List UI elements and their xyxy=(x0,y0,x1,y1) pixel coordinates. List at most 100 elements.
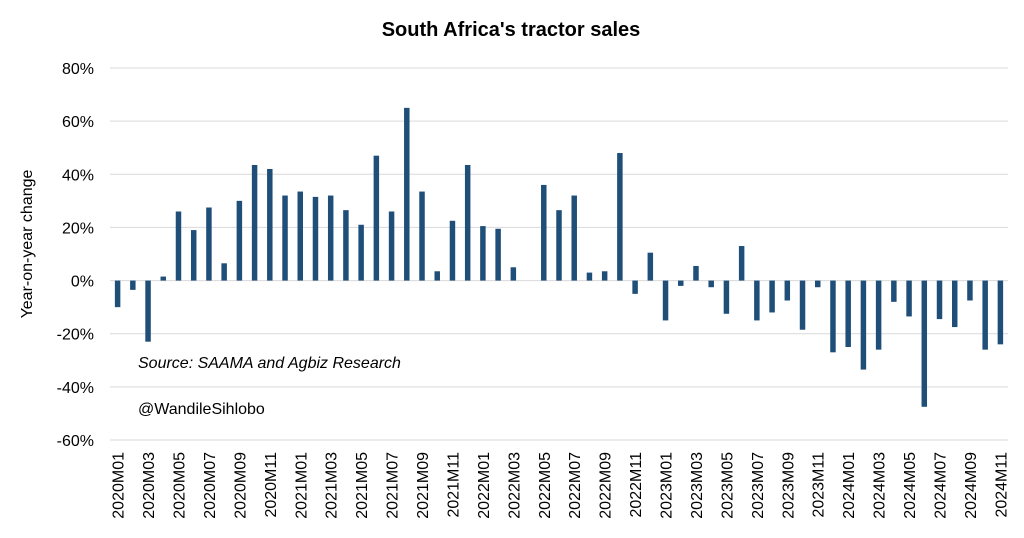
bar-2023M04 xyxy=(708,280,714,288)
x-tick-label: 2024M01 xyxy=(841,452,858,519)
bar-2021M10 xyxy=(434,271,440,281)
x-tick-label: 2020M11 xyxy=(263,452,280,518)
y-axis-label: Year-on-year change xyxy=(19,169,36,318)
x-tick-label: 2023M05 xyxy=(719,452,736,519)
bar-2021M04 xyxy=(343,210,349,281)
chart-title: South Africa's tractor sales xyxy=(382,19,641,41)
bar-2023M01 xyxy=(662,280,669,321)
bar-2021M11 xyxy=(449,220,456,281)
bar-2022M01 xyxy=(480,226,486,281)
bar-2020M10 xyxy=(251,164,258,281)
bar-2022M03 xyxy=(510,267,517,281)
bar-2023M03 xyxy=(693,265,699,281)
bar-2024M01 xyxy=(845,280,851,347)
bar-2023M07 xyxy=(754,280,760,321)
bar-2022M12 xyxy=(647,252,654,281)
bar-2021M03 xyxy=(327,195,334,281)
bar-2021M08 xyxy=(404,107,410,281)
x-tick-label: 2021M01 xyxy=(293,452,310,519)
y-tick-label: 20% xyxy=(62,220,94,237)
bar-2024M07 xyxy=(936,280,943,320)
bar-2020M04 xyxy=(160,276,167,281)
x-tick-label: 2022M05 xyxy=(537,452,554,519)
bar-2021M05 xyxy=(358,224,364,281)
x-tick-label: 2023M07 xyxy=(750,452,767,519)
bar-2020M02 xyxy=(130,280,136,290)
bar-2022M06 xyxy=(556,210,562,281)
x-tick-label: 2020M03 xyxy=(141,452,158,519)
bar-2024M11 xyxy=(997,280,1004,345)
x-tick-label: 2022M01 xyxy=(476,452,493,519)
bar-2021M07 xyxy=(388,211,395,281)
bar-2020M05 xyxy=(175,211,182,281)
bar-2020M08 xyxy=(221,263,227,281)
x-tick-label: 2023M11 xyxy=(811,452,828,518)
bar-2024M08 xyxy=(951,280,958,328)
x-tick-label: 2023M03 xyxy=(689,452,706,519)
bar-2022M02 xyxy=(495,228,501,281)
bar-2024M02 xyxy=(860,280,867,370)
y-tick-label: 40% xyxy=(62,167,94,184)
bars xyxy=(114,107,1004,407)
bar-2023M05 xyxy=(723,280,730,314)
bar-2022M11 xyxy=(632,280,638,294)
y-tick-label: 0% xyxy=(71,274,94,291)
bar-2023M02 xyxy=(678,280,684,286)
bar-2023M12 xyxy=(830,280,836,353)
x-tick-label: 2020M01 xyxy=(111,452,128,519)
x-tick-label: 2024M07 xyxy=(933,452,950,519)
bar-2023M06 xyxy=(738,246,745,281)
bar-2024M09 xyxy=(967,280,973,301)
y-tick-label: 60% xyxy=(62,114,94,131)
x-tick-label: 2024M05 xyxy=(902,452,919,519)
bar-2020M07 xyxy=(206,207,212,281)
bar-2020M11 xyxy=(267,168,273,281)
bar-2022M05 xyxy=(541,184,547,281)
bar-2023M08 xyxy=(769,280,775,313)
y-tick-label: -20% xyxy=(57,327,94,344)
x-tick-label: 2022M07 xyxy=(567,452,584,519)
bar-2022M07 xyxy=(571,195,577,281)
bar-2022M09 xyxy=(601,271,608,281)
x-tick-label: 2022M03 xyxy=(506,452,523,519)
bar-2023M10 xyxy=(799,280,806,330)
bar-2023M11 xyxy=(815,280,821,288)
bar-2022M10 xyxy=(617,153,623,281)
x-tick-label: 2023M09 xyxy=(780,452,797,519)
bar-2021M09 xyxy=(419,191,425,281)
y-axis-ticks: 80% 60% 40% 20% 0% -20% -40% -60% xyxy=(57,61,94,450)
bar-2023M09 xyxy=(784,280,791,301)
y-tick-label: -40% xyxy=(57,380,94,397)
bar-2021M02 xyxy=(312,196,319,281)
x-tick-label: 2021M03 xyxy=(324,452,341,519)
bar-2021M01 xyxy=(297,191,303,281)
bar-2022M08 xyxy=(586,272,593,281)
bar-2021M06 xyxy=(373,155,380,281)
x-tick-label: 2020M07 xyxy=(202,452,219,519)
bar-2024M03 xyxy=(875,280,882,350)
bar-2024M10 xyxy=(982,280,988,350)
bar-2024M04 xyxy=(891,280,897,302)
bar-2024M05 xyxy=(906,280,912,317)
x-tick-label: 2024M09 xyxy=(963,452,980,519)
x-tick-label: 2024M11 xyxy=(993,452,1010,518)
bar-2020M06 xyxy=(190,230,197,281)
y-tick-label: 80% xyxy=(62,61,94,78)
x-tick-label: 2021M09 xyxy=(415,452,432,519)
bar-2020M12 xyxy=(282,195,288,281)
x-axis-ticks: 2020M01 2020M03 2020M05 2020M07 2020M09 2020M… xyxy=(111,452,1011,519)
author-annotation: @WandileSihlobo xyxy=(138,401,265,418)
x-tick-label: 2021M05 xyxy=(354,452,371,519)
bar-2021M12 xyxy=(464,164,471,281)
x-tick-label: 2023M01 xyxy=(659,452,676,519)
bar-2024M06 xyxy=(921,280,928,407)
bar-2020M03 xyxy=(145,280,151,342)
y-tick-label: -60% xyxy=(57,433,94,450)
x-tick-label: 2022M09 xyxy=(598,452,615,519)
x-tick-label: 2021M11 xyxy=(445,452,462,518)
source-annotation: Source: SAAMA and Agbiz Research xyxy=(138,355,401,372)
x-tick-label: 2021M07 xyxy=(385,452,402,519)
bar-2020M09 xyxy=(236,200,243,281)
